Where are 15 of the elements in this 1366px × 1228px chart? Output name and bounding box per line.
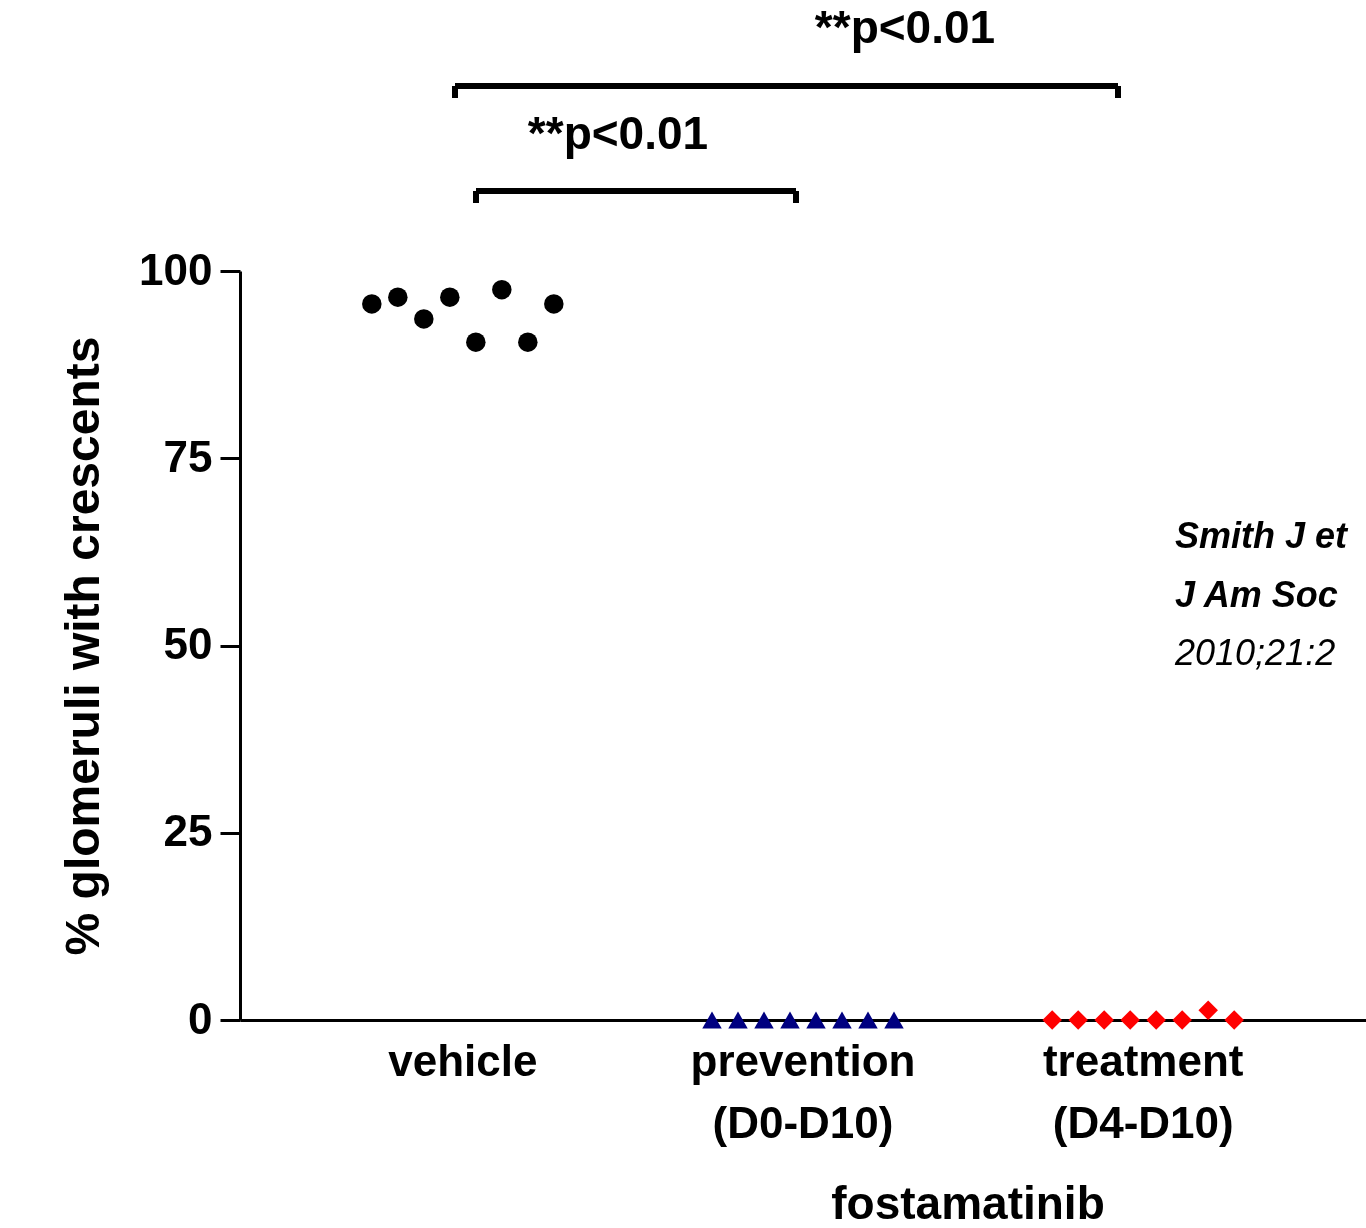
x-tick-label: prevention (D0-D10): [690, 1035, 916, 1147]
y-tick-label: 50: [163, 619, 213, 668]
annotation: Smith J et: [1175, 515, 1350, 556]
y-tick-label: 100: [139, 244, 213, 294]
text: **p<0.01: [527, 107, 709, 159]
y-tick-label: 0: [188, 993, 213, 1043]
text: **p<0.01: [814, 1, 996, 53]
x-tick-label: treatment (D4-D10): [1042, 1035, 1244, 1147]
annotation: 2010;21:2: [1174, 632, 1336, 673]
y-tick-label: 75: [163, 431, 213, 481]
y-tick-label: 25: [163, 806, 213, 856]
annotation: J Am Soc: [1175, 574, 1338, 615]
x-axis-title: fostamatinib: [831, 1177, 1105, 1228]
y-axis-title: % glomeruli with crescents: [56, 336, 110, 956]
x-tick-label: vehicle: [388, 1035, 538, 1085]
